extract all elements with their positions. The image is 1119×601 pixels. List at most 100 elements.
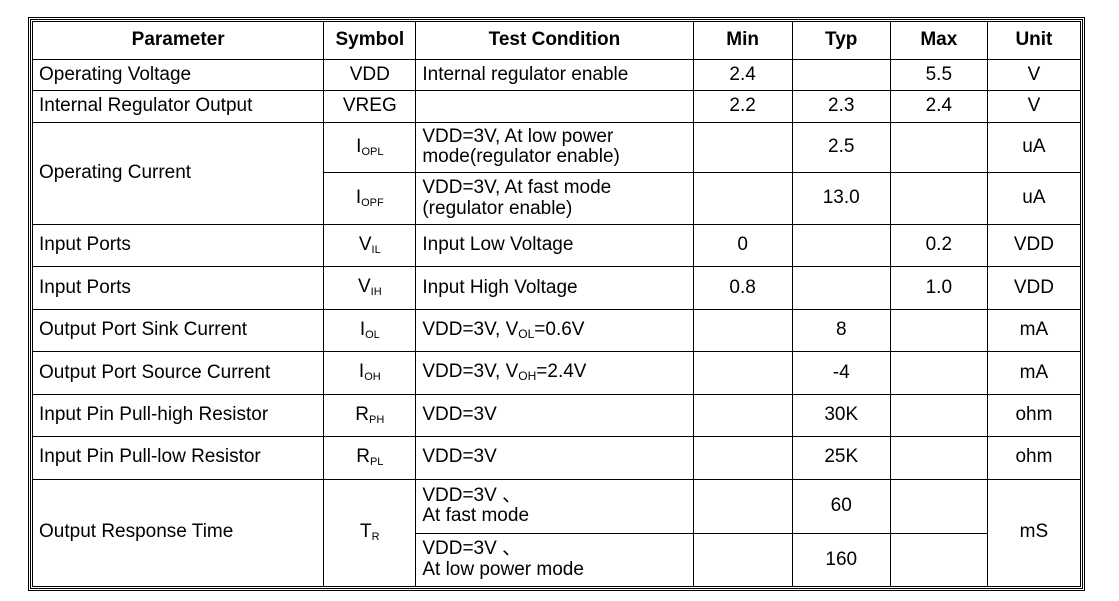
symbol-subscript: PH — [369, 413, 385, 426]
header-parameter: Parameter — [31, 21, 325, 60]
condition-cell: VDD=3V — [415, 393, 694, 438]
condition-cell: VDD=3V, VOH=2.4V — [415, 351, 694, 395]
condition-text: VDD=3V, V — [422, 318, 519, 340]
symbol-main: I — [356, 135, 362, 157]
table-row: IOPF VDD=3V, At fast mode (regulator enab… — [33, 172, 1082, 225]
condition-line: (regulator enable) — [422, 197, 573, 219]
symbol-cell: VIH — [323, 266, 417, 310]
symbol-cell: VIL — [323, 223, 417, 268]
typ-cell: 2.3 — [791, 90, 891, 123]
condition-cell: VDD=3V, At fast mode (regulator enable) — [415, 172, 694, 225]
parameter-cell: Internal Regulator Output — [31, 90, 325, 123]
unit-cell: mA — [986, 351, 1082, 395]
max-cell — [889, 533, 988, 587]
max-cell: 2.4 — [889, 90, 988, 123]
symbol-cell: VREG — [323, 90, 417, 123]
condition-text: =2.4V — [536, 361, 587, 383]
table-row: Output Response Time TR VDD=3V 、 At fast … — [31, 478, 1082, 588]
max-cell — [889, 436, 988, 480]
parameter-cell: Operating Current — [31, 121, 325, 225]
max-cell: 1.0 — [889, 266, 988, 310]
max-cell — [889, 351, 988, 395]
unit-cell: VDD — [986, 223, 1082, 268]
min-cell: 0 — [692, 223, 793, 268]
header-max: Max — [889, 21, 988, 60]
max-cell: 0.2 — [889, 223, 988, 268]
condition-cell: VDD=3V — [415, 436, 694, 480]
symbol-cell: IOPF — [323, 172, 417, 225]
table-row: Input Ports VIH Input High Voltage 0.8 1… — [31, 266, 1082, 310]
condition-cell: VDD=3V 、 At fast mode — [415, 478, 694, 535]
symbol-cell: IOH — [323, 351, 417, 395]
symbol-main: V — [358, 234, 372, 256]
symbol-subscript: IH — [370, 286, 382, 299]
condition-line: mode(regulator enable) — [422, 146, 620, 168]
unit-cell: uA — [986, 121, 1082, 174]
typ-cell: 13.0 — [791, 172, 891, 225]
table-row: Output Port Sink Current IOL VDD=3V, VOL… — [31, 308, 1082, 353]
symbol-subscript: IL — [371, 244, 381, 257]
max-cell — [889, 172, 988, 225]
typ-cell: 30K — [791, 393, 891, 438]
condition-line: At low power mode — [422, 559, 584, 581]
typ-cell — [791, 223, 891, 268]
unit-cell: uA — [986, 172, 1082, 225]
max-cell: 5.5 — [889, 58, 988, 92]
max-cell — [889, 121, 988, 174]
min-cell: 0.8 — [692, 266, 793, 310]
unit-cell: V — [986, 58, 1082, 92]
max-cell — [889, 308, 988, 353]
unit-cell: ohm — [986, 393, 1082, 438]
unit-cell: mA — [986, 308, 1082, 353]
min-cell — [692, 351, 793, 395]
typ-cell: 8 — [791, 308, 891, 353]
table-row: Internal Regulator Output VREG 2.2 2.3 2… — [31, 90, 1082, 123]
table-row: Input Pin Pull-low Resistor RPL VDD=3V 2… — [31, 436, 1082, 480]
symbol-cell: VDD — [323, 58, 417, 92]
min-cell — [692, 121, 793, 174]
condition-cell: VDD=3V 、 At low power mode — [415, 533, 694, 587]
unit-cell: mS — [986, 478, 1082, 588]
condition-text: VDD=3V, V — [422, 361, 519, 383]
parameter-cell: Operating Voltage — [31, 58, 325, 92]
max-cell — [889, 393, 988, 438]
typ-cell: -4 — [791, 351, 891, 395]
parameter-cell: Input Ports — [31, 223, 325, 268]
min-cell: 2.4 — [692, 58, 793, 92]
unit-cell: ohm — [986, 436, 1082, 480]
unit-cell: VDD — [986, 266, 1082, 310]
spec-table-frame: Parameter Symbol Test Condition Min Typ … — [28, 17, 1085, 591]
parameter-cell: Input Pin Pull-low Resistor — [31, 436, 325, 480]
condition-text: =0.6V — [534, 318, 585, 340]
typ-cell — [791, 266, 891, 310]
parameter-cell: Output Port Source Current — [31, 351, 325, 395]
header-test-condition: Test Condition — [415, 21, 694, 60]
symbol-main: I — [355, 186, 362, 208]
symbol-subscript: OH — [364, 371, 381, 384]
table-row: Input Pin Pull-high Resistor RPH VDD=3V … — [31, 393, 1082, 438]
header-symbol: Symbol — [323, 21, 417, 60]
min-cell — [692, 533, 793, 587]
min-cell — [692, 393, 793, 438]
symbol-subscript: OPF — [361, 196, 384, 209]
table-row: Operating Voltage VDD Internal regulator… — [31, 58, 1082, 92]
parameter-cell: Input Pin Pull-high Resistor — [31, 393, 325, 438]
table-row: Operating Current IOPL VDD=3V, At low po… — [31, 121, 1082, 225]
unit-cell: V — [986, 90, 1082, 123]
symbol-subscript: OPL — [361, 145, 384, 158]
condition-subscript: OH — [518, 369, 537, 384]
condition-line: VDD=3V, At fast mode — [422, 176, 612, 198]
symbol-main: I — [358, 361, 365, 383]
min-cell — [692, 172, 793, 225]
typ-cell: 60 — [791, 478, 891, 535]
condition-cell: Internal regulator enable — [415, 58, 694, 92]
symbol-main: R — [355, 403, 370, 425]
parameter-cell: Input Ports — [31, 266, 325, 310]
symbol-main: T — [360, 521, 372, 543]
header-min: Min — [692, 21, 793, 60]
header-row: Parameter Symbol Test Condition Min Typ … — [31, 21, 1082, 60]
condition-cell: Input High Voltage — [415, 266, 694, 310]
symbol-main: R — [356, 446, 370, 468]
header-typ: Typ — [791, 21, 891, 60]
table-row: Input Ports VIL Input Low Voltage 0 0.2 … — [31, 223, 1082, 268]
